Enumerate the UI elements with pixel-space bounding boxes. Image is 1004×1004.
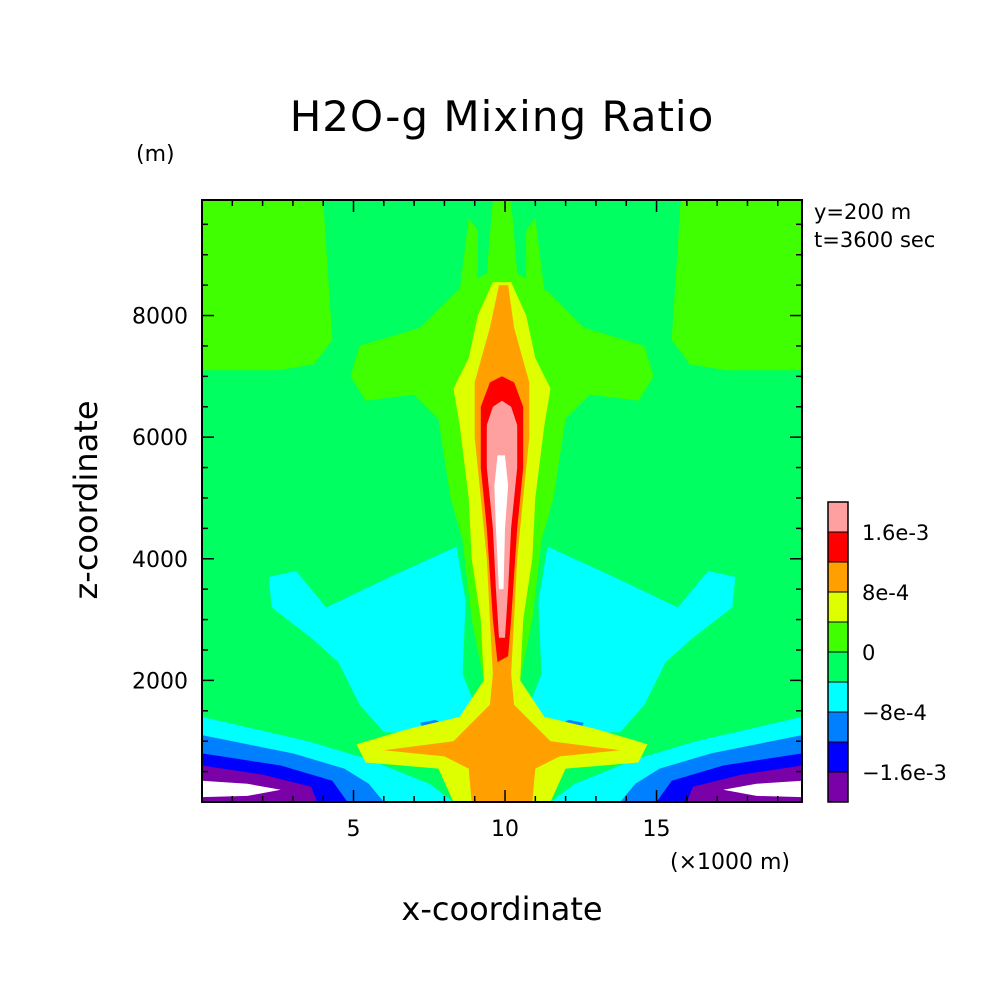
contour-upper-center-spike-left — [459, 218, 478, 298]
contour-cyan-left-lobe — [268, 546, 475, 736]
plot-frame — [201, 199, 803, 803]
colorbar-label: 8e-4 — [862, 581, 909, 605]
colorbar-swatch — [828, 652, 848, 682]
x-axis-label: x-coordinate — [401, 890, 603, 928]
colorbar-swatch — [828, 682, 848, 712]
contour-bottom-right-white — [723, 780, 802, 798]
contour-bottom-light-blue-band — [202, 735, 802, 802]
contour-upper-right-region — [671, 200, 802, 371]
contour-white-core — [494, 455, 509, 590]
y-unit-label: (m) — [136, 142, 175, 167]
colorbar-swatch — [828, 772, 848, 802]
x-unit-label: (×1000 m) — [670, 850, 791, 875]
x-tick-label: 15 — [643, 817, 671, 842]
contour-upper-center-spike-right — [526, 218, 545, 298]
colorbar-swatch — [828, 562, 848, 592]
colorbar-label: −8e-4 — [862, 701, 927, 725]
y-tick-label: 8000 — [132, 305, 188, 330]
contour-cyan-right-lobe — [529, 546, 736, 736]
colorbar-swatch — [828, 532, 848, 562]
colorbar-swatch — [828, 502, 848, 532]
y-tick-label: 4000 — [132, 548, 188, 573]
colorbar-label: −1.6e-3 — [862, 761, 947, 785]
colorbar-swatch — [828, 592, 848, 622]
contour-bottom-left-white — [202, 780, 281, 798]
y-tick-label: 2000 — [132, 669, 188, 694]
colorbar-swatch — [828, 712, 848, 742]
contour-upper-left-region — [202, 200, 333, 371]
x-tick-label: 10 — [491, 817, 519, 842]
colorbar-label: 1.6e-3 — [862, 521, 929, 545]
chart-title: H2O-g Mixing Ratio — [289, 92, 715, 141]
time-annotation: t=3600 sec — [814, 228, 936, 252]
y-tick-label: 6000 — [132, 426, 188, 451]
x-tick-label: 5 — [347, 817, 361, 842]
colorbar-swatch — [828, 622, 848, 652]
colorbar-label: 0 — [862, 641, 875, 665]
colorbar-swatch — [828, 742, 848, 772]
y-position-annotation: y=200 m — [814, 200, 912, 224]
